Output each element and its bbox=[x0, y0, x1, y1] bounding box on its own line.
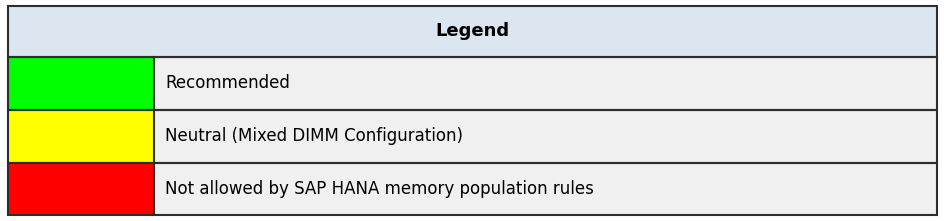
Bar bbox=[8, 163, 154, 215]
Bar bbox=[8, 57, 936, 110]
Bar bbox=[8, 163, 936, 215]
Bar bbox=[154, 110, 936, 163]
Bar bbox=[154, 163, 936, 215]
Bar bbox=[8, 57, 154, 110]
Text: Neutral (Mixed DIMM Configuration): Neutral (Mixed DIMM Configuration) bbox=[165, 127, 463, 145]
Text: Recommended: Recommended bbox=[165, 74, 290, 92]
Bar bbox=[8, 6, 936, 57]
Text: Not allowed by SAP HANA memory population rules: Not allowed by SAP HANA memory populatio… bbox=[165, 180, 594, 198]
Bar bbox=[8, 6, 936, 57]
Bar bbox=[154, 57, 936, 110]
Bar bbox=[8, 110, 936, 163]
Text: Legend: Legend bbox=[435, 22, 509, 40]
Bar bbox=[8, 110, 154, 163]
